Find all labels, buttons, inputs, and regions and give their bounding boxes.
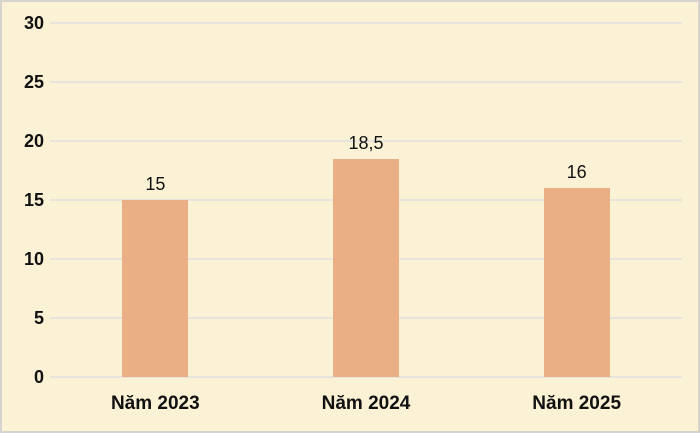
- bar-value-label: 16: [566, 162, 587, 183]
- bar-value-label: 15: [145, 174, 166, 194]
- bar-value-label: 18,5: [348, 132, 384, 153]
- bar-năm-2024: [333, 158, 399, 377]
- x-axis-category-label: Năm 2024: [321, 393, 411, 414]
- gridline-y-30: [50, 22, 682, 24]
- gridline-y-25: [50, 81, 682, 83]
- y-tick-label: 15: [23, 190, 44, 210]
- y-tick-label: 5: [33, 308, 44, 328]
- y-tick-label: 0: [33, 367, 44, 387]
- y-tick-label: 20: [23, 131, 44, 151]
- bar-năm-2023: [122, 200, 189, 377]
- y-tick-label: 10: [23, 249, 44, 269]
- y-tick-label: 25: [23, 72, 44, 92]
- x-axis-category-label: Năm 2023: [110, 393, 200, 414]
- gridline-y-20: [50, 140, 682, 142]
- y-tick-label: 30: [23, 13, 44, 33]
- bar-năm-2025: [543, 188, 610, 377]
- x-axis-category-label: Năm 2025: [532, 393, 622, 414]
- gridline-y-0: [50, 376, 682, 378]
